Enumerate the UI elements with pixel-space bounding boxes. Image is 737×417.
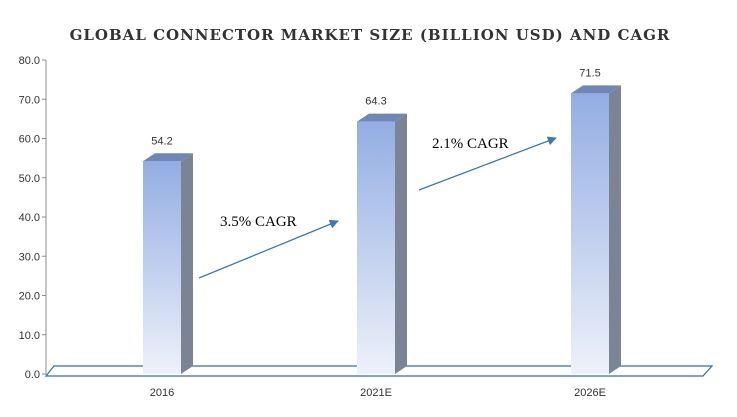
bar-front — [571, 93, 609, 375]
y-tick-label: 10.0 — [19, 330, 40, 342]
bar — [357, 113, 407, 374]
data-label: 64.3 — [365, 96, 386, 108]
bar-side — [395, 113, 407, 374]
bar-side — [181, 153, 193, 374]
bar-top — [357, 113, 407, 122]
data-label: 71.5 — [579, 67, 600, 79]
cagr-arrow — [198, 219, 339, 279]
cagr-label: 3.5% CAGR — [220, 214, 297, 230]
bar-top — [143, 153, 193, 162]
bar-front — [143, 161, 181, 374]
bar-top — [571, 85, 621, 94]
y-tick-label: 70.0 — [19, 94, 40, 106]
y-tick-label: 60.0 — [19, 134, 40, 146]
y-tick-label: 40.0 — [19, 212, 40, 224]
x-tick-label: 2021E — [360, 387, 392, 399]
data-label: 54.2 — [151, 135, 172, 147]
bars — [143, 85, 621, 375]
cagr-label: 2.1% CAGR — [432, 136, 509, 152]
bar-side — [609, 85, 621, 375]
bar — [571, 85, 621, 375]
bar-front — [357, 121, 395, 374]
cagr-arrow — [418, 136, 557, 191]
x-tick-label: 2026E — [574, 387, 606, 399]
chart-title: GLOBAL CONNECTOR MARKET SIZE (BILLION US… — [70, 26, 671, 44]
y-tick-label: 50.0 — [19, 173, 40, 185]
y-tick-label: 80.0 — [19, 55, 40, 67]
x-axis: 2016 2021E 2026E — [150, 387, 606, 399]
y-tick-label: 0.0 — [25, 369, 40, 381]
bar — [143, 153, 193, 374]
data-labels: 54.2 64.3 71.5 — [151, 67, 600, 147]
y-axis: 0.0 10.0 20.0 30.0 40.0 50.0 60.0 70.0 80.0 — [19, 55, 47, 381]
y-tick-label: 20.0 — [19, 291, 40, 303]
x-tick-label: 2016 — [150, 387, 174, 399]
y-tick-label: 30.0 — [19, 251, 40, 263]
annotations: 3.5% CAGR 2.1% CAGR — [198, 136, 557, 279]
